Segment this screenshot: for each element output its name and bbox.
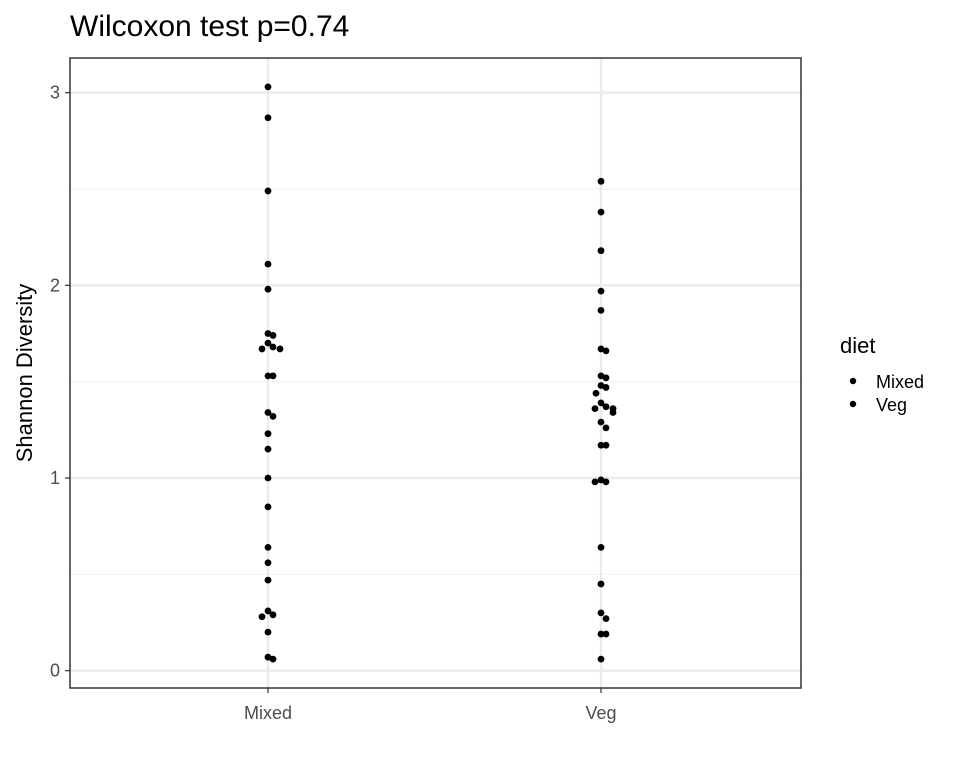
data-point-mixed — [264, 409, 272, 416]
data-point-veg — [597, 543, 605, 551]
data-point-mixed — [276, 345, 284, 353]
data-point-mixed — [264, 628, 272, 636]
x-tick-label: Mixed — [244, 703, 292, 723]
data-point-mixed — [264, 543, 272, 551]
data-point-mixed — [258, 345, 266, 353]
data-point-veg — [602, 384, 610, 391]
data-point-veg — [602, 424, 610, 432]
data-point-veg — [597, 580, 605, 588]
data-point-veg — [597, 247, 605, 255]
data-point-mixed — [264, 285, 272, 293]
data-point-veg — [597, 306, 605, 314]
data-point-veg — [597, 630, 605, 638]
data-point-mixed — [269, 412, 277, 420]
data-point-veg — [597, 655, 605, 663]
data-point-mixed — [269, 655, 277, 663]
y-axis-label: Shannon Diversity — [12, 284, 37, 463]
data-point-veg — [597, 208, 605, 216]
data-point-veg — [602, 441, 610, 449]
chart-title: Wilcoxon test p=0.74 — [70, 10, 349, 43]
data-point-mixed — [264, 83, 272, 91]
points-layer — [258, 83, 617, 663]
data-point-veg — [597, 177, 605, 185]
legend-label-mixed: Mixed — [876, 372, 924, 392]
data-point-veg — [597, 609, 605, 617]
y-tick-label: 0 — [50, 661, 60, 681]
data-point-mixed — [269, 611, 277, 619]
grid-layer — [70, 58, 801, 688]
data-point-veg — [602, 615, 610, 623]
legend-key-veg-icon — [849, 400, 857, 408]
data-point-veg — [602, 630, 610, 638]
data-point-veg — [597, 399, 605, 407]
data-point-mixed — [264, 372, 272, 380]
data-point-mixed — [264, 445, 272, 453]
data-point-mixed — [264, 430, 272, 438]
data-point-veg — [602, 347, 610, 355]
data-point-mixed — [264, 474, 272, 482]
data-point-mixed — [269, 332, 277, 339]
data-point-mixed — [264, 559, 272, 567]
data-point-veg — [597, 287, 605, 295]
legend-key-mixed-icon — [849, 377, 857, 385]
data-point-veg — [591, 478, 599, 486]
data-point-veg — [602, 403, 610, 411]
data-point-mixed — [264, 607, 272, 615]
panel-border — [69, 57, 802, 689]
legend: diet Mixed Veg — [840, 333, 924, 415]
axis-ticks-layer: 0 1 2 3 Mixed Veg — [50, 83, 617, 723]
data-point-veg — [602, 374, 610, 382]
data-point-mixed — [264, 187, 272, 195]
legend-label-veg: Veg — [876, 395, 907, 415]
data-point-veg — [591, 405, 599, 413]
data-point-mixed — [264, 576, 272, 584]
y-tick-label: 1 — [50, 468, 60, 488]
data-point-veg — [597, 418, 605, 426]
x-tick-label: Veg — [585, 703, 616, 723]
data-point-mixed — [264, 503, 272, 511]
data-point-mixed — [269, 343, 277, 351]
y-tick-label: 2 — [50, 275, 60, 295]
data-point-mixed — [264, 260, 272, 268]
data-point-mixed — [269, 372, 277, 380]
y-tick-label: 3 — [50, 83, 60, 103]
data-point-mixed — [264, 339, 272, 347]
data-point-mixed — [258, 613, 266, 621]
data-point-veg — [609, 409, 617, 416]
data-point-veg — [602, 478, 610, 486]
legend-title: diet — [840, 333, 875, 358]
data-point-mixed — [264, 114, 272, 122]
data-point-veg — [597, 441, 605, 449]
data-point-veg — [592, 389, 600, 397]
